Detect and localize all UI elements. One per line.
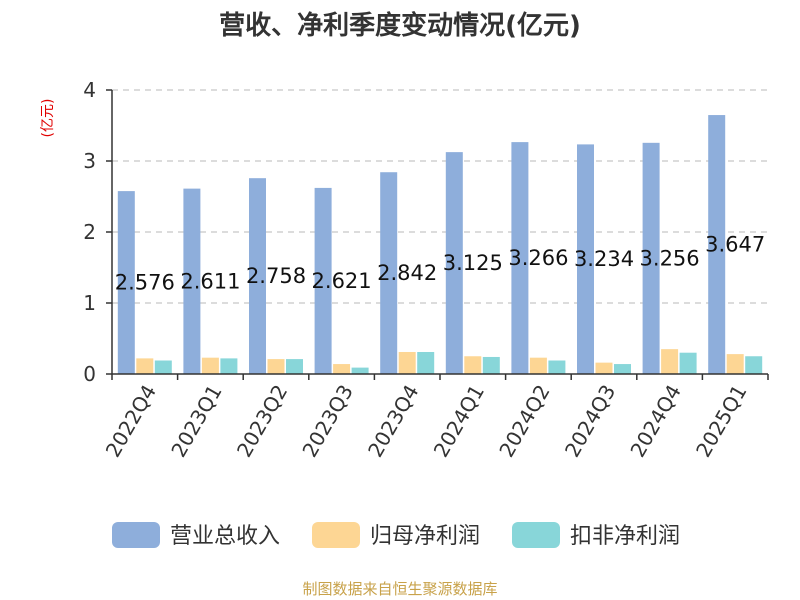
x-tick-label: 2023Q3: [297, 381, 357, 462]
bar: [548, 360, 566, 374]
x-tick-label: 2025Q1: [691, 381, 751, 462]
data-label: 3.647: [705, 233, 765, 257]
x-tick-label: 2024Q2: [494, 381, 554, 462]
data-label: 2.621: [312, 269, 372, 293]
bar: [445, 152, 463, 374]
legend-swatch: [512, 522, 560, 548]
legend-item[interactable]: 营业总收入: [170, 524, 280, 549]
bar: [482, 356, 500, 374]
y-tick-label: 0: [83, 362, 96, 386]
bar: [708, 115, 726, 375]
bar: [314, 187, 332, 374]
data-label: 3.234: [574, 247, 634, 271]
data-label: 3.266: [508, 246, 568, 270]
bar: [726, 354, 744, 374]
chart-title: 营收、净利季度变动情况(亿元): [219, 10, 581, 41]
bar: [661, 349, 679, 374]
bar: [117, 191, 135, 374]
x-tick-label: 2022Q4: [101, 381, 161, 462]
bar: [398, 351, 416, 374]
bar: [642, 142, 660, 374]
bars: [117, 115, 763, 375]
bar: [220, 358, 238, 374]
bar: [511, 142, 529, 374]
x-tick-label: 2024Q1: [429, 381, 489, 462]
x-tick-label: 2024Q4: [625, 381, 685, 462]
y-tick-label: 1: [83, 291, 96, 315]
bar: [595, 362, 613, 374]
data-labels: 2.576 2.611 2.758 2.621 2.842 3.125 3.266 3.234…: [115, 233, 766, 295]
data-label: 3.125: [443, 251, 503, 275]
y-tick-label: 4: [83, 78, 96, 102]
y-tick-label: 2: [83, 220, 96, 244]
x-tick-label: 2024Q3: [560, 381, 620, 462]
bar: [267, 359, 285, 374]
data-label: 3.256: [640, 246, 700, 270]
legend-item[interactable]: 归母净利润: [370, 524, 480, 549]
bar: [745, 356, 763, 374]
bar: [577, 144, 594, 374]
x-tick-label: 2023Q4: [363, 381, 423, 462]
bar: [417, 351, 435, 374]
data-label: 2.611: [180, 269, 240, 293]
source-note: 制图数据来自恒生聚源数据库: [302, 580, 497, 598]
bar: [333, 364, 351, 374]
legend-swatch: [112, 522, 160, 548]
bar: [136, 358, 154, 374]
legend: 营业总收入 归母净利润 扣非净利润: [112, 522, 680, 549]
legend-item[interactable]: 扣非净利润: [570, 524, 680, 549]
bar: [154, 360, 172, 374]
bar: [614, 364, 631, 374]
bar: [201, 357, 219, 374]
bar: [183, 188, 201, 374]
x-tick-label: 2023Q1: [166, 381, 226, 462]
bar: [464, 356, 482, 374]
bar: [679, 352, 697, 374]
data-label: 2.576: [115, 271, 175, 295]
legend-swatch: [312, 522, 360, 548]
data-label: 2.842: [377, 261, 437, 285]
bar: [380, 172, 398, 374]
data-label: 2.758: [246, 264, 306, 288]
bar: [529, 357, 547, 374]
bar: [286, 359, 303, 374]
bar: [249, 178, 266, 374]
x-tick-label: 2023Q2: [232, 381, 292, 462]
y-axis-unit-label: (亿元): [40, 99, 56, 138]
y-tick-label: 3: [83, 149, 96, 173]
bar: [351, 367, 369, 374]
